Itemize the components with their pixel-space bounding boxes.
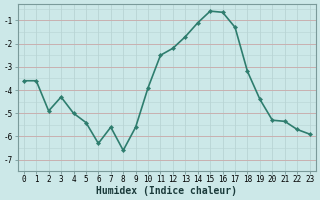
X-axis label: Humidex (Indice chaleur): Humidex (Indice chaleur) xyxy=(96,186,237,196)
